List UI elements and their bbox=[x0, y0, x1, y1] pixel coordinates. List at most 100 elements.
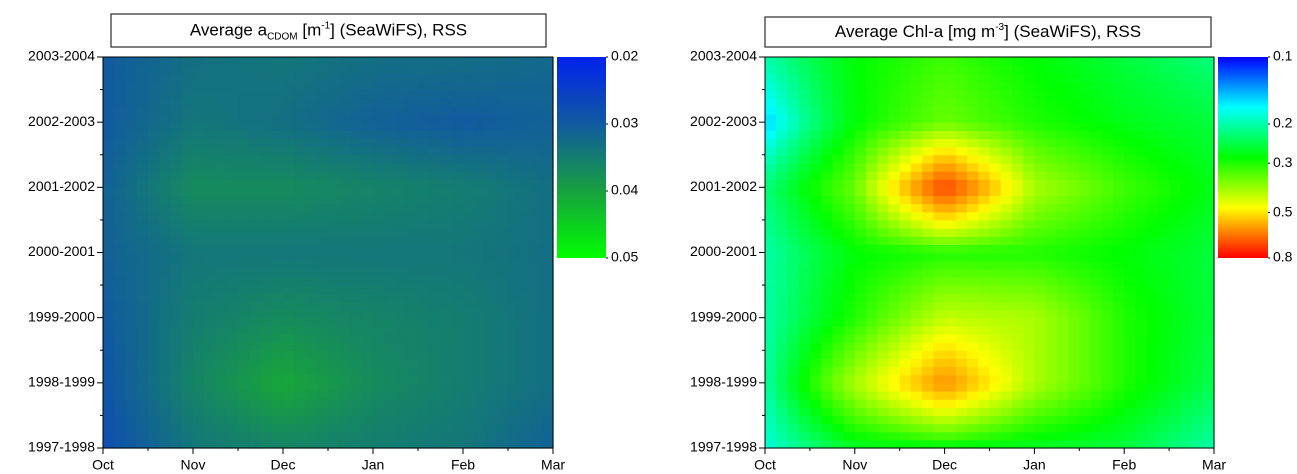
heat-cell bbox=[989, 219, 1002, 229]
heat-cell bbox=[193, 244, 205, 254]
heat-cell bbox=[832, 89, 845, 99]
heat-cell bbox=[1124, 179, 1137, 188]
heat-cell bbox=[787, 65, 800, 74]
heat-cell bbox=[339, 358, 352, 368]
heat-cell bbox=[485, 114, 498, 123]
heat-cell bbox=[809, 350, 822, 359]
heat-cell bbox=[148, 97, 160, 107]
heat-cell bbox=[1011, 122, 1024, 131]
heat-cell bbox=[776, 154, 789, 164]
heat-cell bbox=[832, 195, 845, 205]
heat-cell bbox=[406, 382, 419, 392]
heat-cell bbox=[1023, 382, 1035, 392]
heat-cell bbox=[1045, 260, 1058, 270]
heat-cell bbox=[854, 162, 867, 172]
heat-cell bbox=[866, 73, 878, 83]
heat-cell bbox=[463, 276, 475, 286]
heat-cell bbox=[1090, 219, 1103, 229]
heat-cell bbox=[350, 350, 363, 359]
heat-cell bbox=[1090, 236, 1103, 245]
heat-cell bbox=[451, 81, 464, 91]
heat-cell bbox=[1112, 439, 1125, 449]
heat-cell bbox=[316, 195, 329, 205]
heat-cell bbox=[1146, 317, 1159, 327]
heat-cell bbox=[429, 390, 442, 400]
heat-cell bbox=[440, 399, 453, 408]
heat-cell bbox=[1124, 81, 1137, 91]
heat-cell bbox=[485, 57, 498, 66]
heat-cell bbox=[204, 260, 217, 270]
heat-cell bbox=[787, 374, 800, 384]
heat-cell bbox=[204, 211, 217, 221]
heat-cell bbox=[1157, 342, 1170, 351]
heat-cell bbox=[1056, 73, 1069, 83]
heat-cell bbox=[395, 439, 408, 449]
heat-cell bbox=[193, 374, 205, 384]
heat-cell bbox=[294, 399, 307, 408]
heat-cell bbox=[1112, 407, 1125, 417]
heat-cell bbox=[854, 57, 867, 66]
heat-cell bbox=[260, 146, 273, 156]
heat-cell bbox=[1169, 138, 1181, 148]
heat-cell bbox=[406, 342, 419, 351]
heat-cell bbox=[271, 138, 284, 148]
heat-cell bbox=[978, 342, 991, 351]
heat-cell bbox=[193, 415, 205, 425]
heat-cell bbox=[877, 350, 890, 359]
heat-cell bbox=[384, 431, 397, 441]
heat-cell bbox=[496, 171, 509, 180]
heat-cell bbox=[316, 179, 329, 188]
heat-cell bbox=[1101, 293, 1114, 302]
heat-cell bbox=[463, 293, 475, 302]
heat-cell bbox=[910, 358, 923, 368]
heat-cell bbox=[260, 211, 273, 221]
heat-cell bbox=[1191, 390, 1204, 400]
heat-cell bbox=[159, 81, 172, 91]
heat-cell bbox=[114, 333, 127, 343]
heat-cell bbox=[955, 219, 968, 229]
heat-cell bbox=[967, 244, 979, 254]
heat-cell bbox=[395, 276, 408, 286]
heat-cell bbox=[249, 399, 262, 408]
heat-cell bbox=[249, 65, 262, 74]
heat-cell bbox=[922, 252, 934, 262]
heat-cell bbox=[1079, 415, 1092, 425]
y-tick-label: 1997-1998 bbox=[28, 439, 95, 455]
heat-cell bbox=[519, 114, 532, 123]
heat-cell bbox=[955, 179, 968, 188]
heat-cell bbox=[978, 415, 991, 425]
heat-cell bbox=[125, 260, 138, 270]
heat-cell bbox=[204, 179, 217, 188]
heat-cell bbox=[328, 260, 340, 270]
heat-cell bbox=[125, 105, 138, 115]
heat-cell bbox=[136, 415, 149, 425]
heat-cell bbox=[305, 219, 318, 229]
heat-cell bbox=[967, 219, 979, 229]
heat-cell bbox=[933, 171, 946, 180]
heat-cell bbox=[350, 252, 363, 262]
heat-cell bbox=[226, 415, 239, 425]
heat-cell bbox=[1202, 203, 1215, 213]
heat-cell bbox=[1202, 211, 1215, 221]
heat-cell bbox=[1045, 138, 1058, 148]
heat-cell bbox=[989, 138, 1002, 148]
heat-cell bbox=[170, 228, 183, 237]
heat-cell bbox=[978, 105, 991, 115]
heat-cell bbox=[361, 309, 374, 319]
heat-cell bbox=[361, 333, 374, 343]
heat-cell bbox=[170, 276, 183, 286]
heat-cell bbox=[541, 374, 554, 384]
heat-cell bbox=[530, 130, 543, 140]
heat-cell bbox=[989, 325, 1002, 335]
heat-cell bbox=[1090, 162, 1103, 172]
heat-cell bbox=[373, 146, 385, 156]
heat-cell bbox=[1034, 252, 1047, 262]
heat-cell bbox=[989, 122, 1002, 131]
heat-cell bbox=[989, 154, 1002, 164]
heat-cell bbox=[1191, 415, 1204, 425]
heat-cell bbox=[1135, 374, 1148, 384]
heat-cell bbox=[170, 105, 183, 115]
heat-cell bbox=[1045, 309, 1058, 319]
heat-cell bbox=[418, 333, 430, 343]
heat-cell bbox=[418, 407, 430, 417]
